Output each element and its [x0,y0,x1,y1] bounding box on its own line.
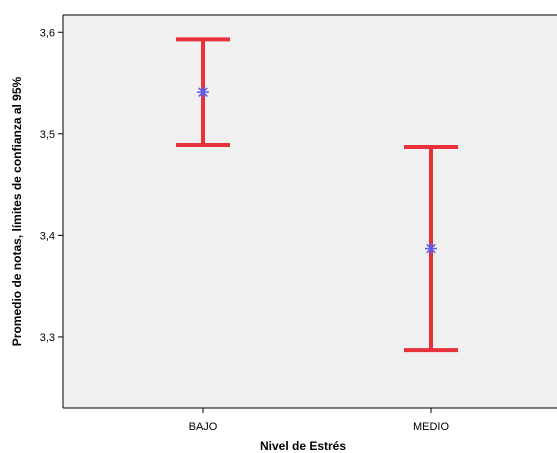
error-bar-medio [404,145,458,353]
y-tick-label: 3,3 [40,332,55,344]
x-tick-label-bajo: BAJO [189,421,218,433]
chart-axes: 3,3 3,4 3,5 3,6 BAJO MEDIO [40,14,557,433]
mean-marker-bajo [197,86,209,99]
plot-area [63,15,557,408]
y-tick-label: 3,4 [40,230,55,242]
chart-marks [176,37,458,353]
x-tick-label-medio: MEDIO [413,421,450,433]
y-tick-label: 3,6 [40,27,55,39]
y-axis-title: Promedio de notas, límites de confianza … [10,76,24,346]
error-bar-bajo [176,37,230,147]
x-axis-title: Nivel de Estrés [260,439,346,453]
y-tick-label: 3,5 [40,129,55,141]
mean-marker-medio [425,242,437,255]
